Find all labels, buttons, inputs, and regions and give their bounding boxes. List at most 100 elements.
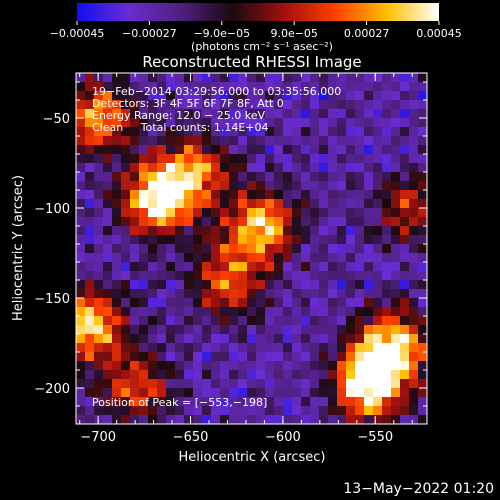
x-tick-label: −700 — [80, 430, 116, 445]
heatmap-cell — [112, 100, 122, 110]
heatmap-cell — [409, 199, 419, 209]
heatmap-cell — [400, 370, 410, 380]
heatmap-cell — [364, 343, 374, 353]
heatmap-cell — [148, 181, 158, 191]
heatmap-cell — [229, 280, 239, 290]
heatmap-cell — [211, 379, 221, 389]
heatmap-cell — [355, 325, 365, 335]
heatmap-cell — [202, 145, 212, 155]
x-axis-ticks — [79, 73, 413, 424]
heatmap-cell — [166, 127, 176, 137]
heatmap-cell — [409, 397, 419, 407]
heatmap-cell — [175, 217, 185, 227]
heatmap-cell — [112, 154, 122, 164]
heatmap-cell — [310, 379, 320, 389]
heatmap-cell — [256, 379, 266, 389]
heatmap-cell — [373, 334, 383, 344]
heatmap-cell — [310, 388, 320, 398]
heatmap-cell — [103, 379, 113, 389]
heatmap-cell — [193, 379, 203, 389]
heatmap-cell — [256, 154, 266, 164]
heatmap-cell — [265, 397, 275, 407]
heatmap-cell — [94, 415, 104, 424]
heatmap-cell — [337, 127, 347, 137]
heatmap-cell — [373, 415, 383, 424]
heatmap-cell — [247, 199, 257, 209]
heatmap-cell — [85, 82, 95, 92]
heatmap-cell — [373, 91, 383, 101]
heatmap-cell — [175, 73, 185, 83]
heatmap-cell — [274, 100, 284, 110]
heatmap-cell — [130, 388, 140, 398]
heatmap-cell — [265, 388, 275, 398]
heatmap-cell — [166, 163, 176, 173]
heatmap-cell — [373, 217, 383, 227]
heatmap-cell — [220, 217, 230, 227]
heatmap-cell — [148, 145, 158, 155]
heatmap-cell — [238, 208, 248, 218]
heatmap-cell — [202, 91, 212, 101]
heatmap-cell — [364, 334, 374, 344]
heatmap-cell — [409, 208, 419, 218]
heatmap-cell — [382, 109, 392, 119]
heatmap-cell — [202, 118, 212, 128]
heatmap-cell — [310, 298, 320, 308]
heatmap-cell — [139, 145, 149, 155]
heatmap-cell — [301, 91, 311, 101]
heatmap-cell — [184, 289, 194, 299]
heatmap-cell — [364, 406, 374, 416]
heatmap-cell — [229, 190, 239, 200]
heatmap-cell — [310, 118, 320, 128]
heatmap-cell — [238, 298, 248, 308]
heatmap-cell — [283, 226, 293, 236]
heatmap-cell — [319, 199, 329, 209]
heatmap-cell — [373, 199, 383, 209]
heatmap-cell — [310, 145, 320, 155]
heatmap-cell — [184, 415, 194, 424]
heatmap-cell — [130, 118, 140, 128]
heatmap-cell — [373, 298, 383, 308]
heatmap-cell — [157, 109, 167, 119]
heatmap-cell — [328, 388, 338, 398]
heatmap-cell — [238, 163, 248, 173]
heatmap-cell — [202, 226, 212, 236]
heatmap-cell — [346, 82, 356, 92]
heatmap-cell — [184, 388, 194, 398]
heatmap-cell — [400, 316, 410, 326]
heatmap-cell — [175, 118, 185, 128]
heatmap-cell — [76, 298, 86, 308]
heatmap-cell — [274, 154, 284, 164]
heatmap-cell — [247, 334, 257, 344]
heatmap-cell — [148, 73, 158, 83]
heatmap-cell — [256, 172, 266, 182]
heatmap-cell — [256, 199, 266, 209]
heatmap-cell — [238, 217, 248, 227]
heatmap-cell — [220, 370, 230, 380]
heatmap-cell — [247, 343, 257, 353]
heatmap-cell — [337, 280, 347, 290]
heatmap-cell — [76, 235, 86, 245]
heatmap-cell — [364, 199, 374, 209]
heatmap-cell — [76, 244, 86, 254]
heatmap-cell — [193, 370, 203, 380]
heatmap-cell — [310, 406, 320, 416]
heatmap-cell — [346, 262, 356, 272]
heatmap-cell — [301, 73, 311, 83]
heatmap-cell — [418, 289, 427, 299]
heatmap-cell — [103, 352, 113, 362]
heatmap-cell — [382, 226, 392, 236]
heatmap-cell — [139, 82, 149, 92]
heatmap-cell — [292, 262, 302, 272]
heatmap-cell — [229, 91, 239, 101]
heatmap-cell — [211, 136, 221, 146]
heatmap-cell — [229, 379, 239, 389]
heatmap-cell — [265, 145, 275, 155]
heatmap-cell — [292, 388, 302, 398]
heatmap-cell — [301, 325, 311, 335]
heatmap-cell — [382, 73, 392, 83]
heatmap-cell — [418, 91, 427, 101]
heatmap-cell — [103, 172, 113, 182]
heatmap-cell — [409, 109, 419, 119]
heatmap-cell — [103, 262, 113, 272]
heatmap-cell — [301, 127, 311, 137]
